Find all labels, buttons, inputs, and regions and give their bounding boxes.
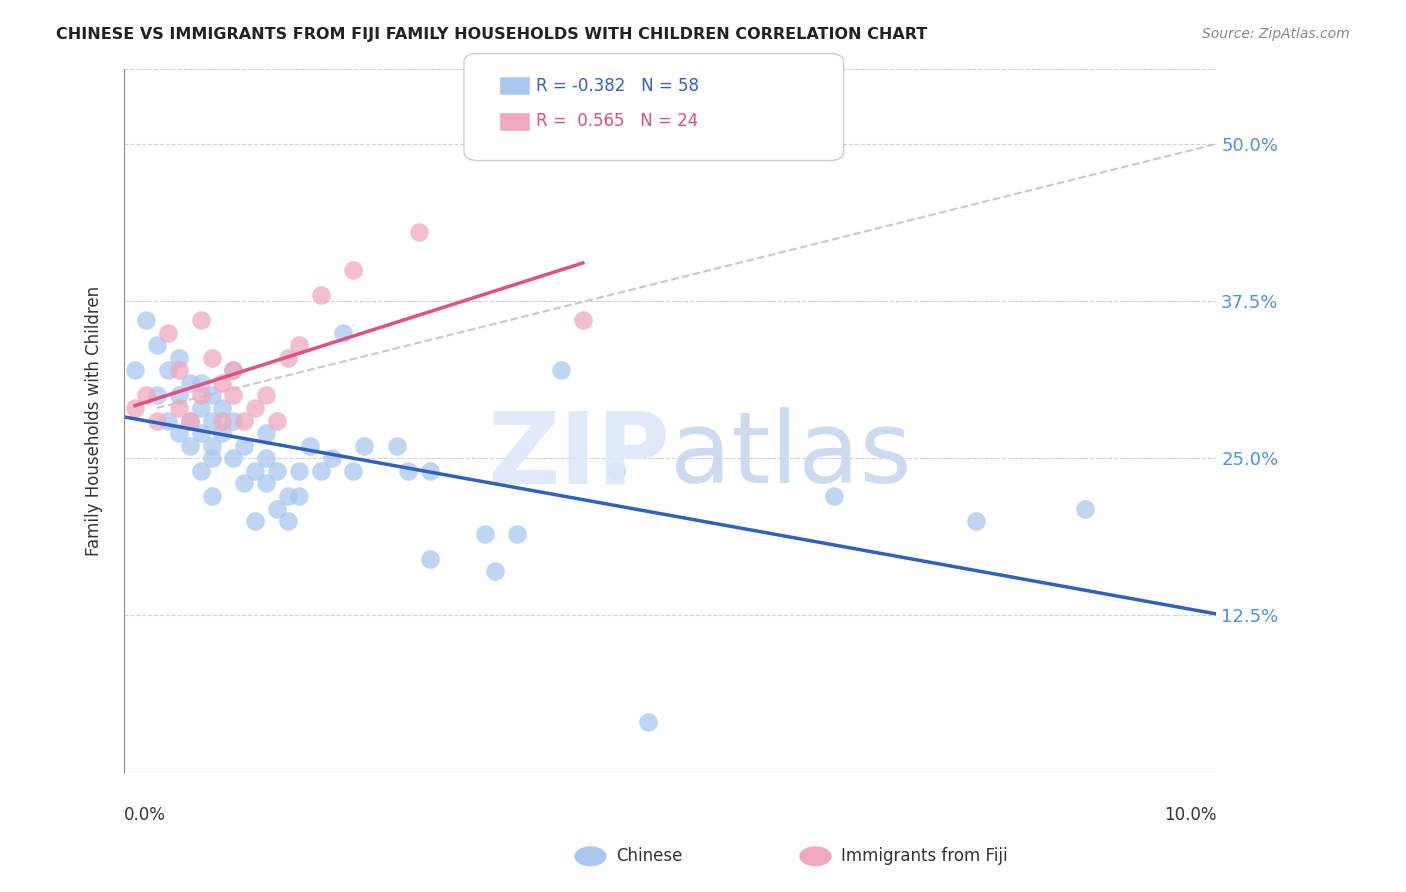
Point	[396, 464, 419, 478]
Point	[266, 413, 288, 427]
Text: R = -0.382   N = 58: R = -0.382 N = 58	[536, 77, 699, 95]
Point	[298, 439, 321, 453]
Point	[146, 338, 169, 352]
Point	[190, 313, 212, 327]
Point	[245, 464, 267, 478]
Point	[211, 401, 233, 415]
Point	[233, 413, 256, 427]
Point	[637, 715, 659, 730]
Text: 0.0%: 0.0%	[124, 806, 166, 824]
Point	[222, 413, 245, 427]
Point	[124, 363, 146, 377]
Point	[245, 514, 267, 528]
Point	[277, 489, 299, 503]
Point	[474, 526, 496, 541]
Point	[146, 413, 169, 427]
Point	[419, 551, 441, 566]
Point	[288, 464, 311, 478]
Point	[167, 351, 190, 365]
Point	[200, 451, 222, 466]
Text: Chinese: Chinese	[616, 847, 682, 865]
Text: 10.0%: 10.0%	[1164, 806, 1216, 824]
Point	[135, 313, 157, 327]
Point	[211, 426, 233, 441]
Point	[167, 388, 190, 402]
Text: ZIP: ZIP	[488, 408, 671, 504]
Point	[190, 426, 212, 441]
Point	[200, 351, 222, 365]
Point	[245, 401, 267, 415]
Point	[156, 413, 179, 427]
Point	[572, 313, 595, 327]
Point	[200, 413, 222, 427]
Point	[419, 464, 441, 478]
Point	[200, 439, 222, 453]
Point	[222, 451, 245, 466]
Point	[309, 287, 332, 301]
Point	[254, 476, 277, 491]
Point	[385, 439, 408, 453]
Point	[190, 401, 212, 415]
Point	[353, 439, 375, 453]
Point	[254, 426, 277, 441]
Point	[200, 489, 222, 503]
Point	[408, 225, 430, 239]
Point	[254, 388, 277, 402]
Point	[167, 363, 190, 377]
Point	[277, 514, 299, 528]
Point	[332, 326, 354, 340]
Point	[342, 262, 364, 277]
Text: Immigrants from Fiji: Immigrants from Fiji	[841, 847, 1008, 865]
Point	[167, 426, 190, 441]
Point	[156, 363, 179, 377]
Point	[321, 451, 343, 466]
Point	[179, 413, 201, 427]
Text: Source: ZipAtlas.com: Source: ZipAtlas.com	[1202, 27, 1350, 41]
Point	[135, 388, 157, 402]
Point	[124, 401, 146, 415]
Point	[190, 464, 212, 478]
Point	[200, 388, 222, 402]
Point	[288, 338, 311, 352]
Point	[288, 489, 311, 503]
Point	[211, 413, 233, 427]
Point	[156, 326, 179, 340]
Point	[965, 514, 987, 528]
Point	[222, 363, 245, 377]
Text: R =  0.565   N = 24: R = 0.565 N = 24	[536, 112, 697, 130]
Point	[222, 363, 245, 377]
Point	[309, 464, 332, 478]
Point	[266, 501, 288, 516]
Point	[254, 451, 277, 466]
Point	[233, 439, 256, 453]
Point	[277, 351, 299, 365]
Point	[179, 413, 201, 427]
Point	[550, 363, 572, 377]
Point	[190, 388, 212, 402]
Point	[506, 526, 529, 541]
Point	[605, 464, 627, 478]
Point	[1074, 501, 1097, 516]
Text: atlas: atlas	[671, 408, 912, 504]
Point	[266, 464, 288, 478]
Point	[233, 476, 256, 491]
Point	[222, 388, 245, 402]
Point	[179, 439, 201, 453]
Text: CHINESE VS IMMIGRANTS FROM FIJI FAMILY HOUSEHOLDS WITH CHILDREN CORRELATION CHAR: CHINESE VS IMMIGRANTS FROM FIJI FAMILY H…	[56, 27, 928, 42]
Point	[342, 464, 364, 478]
Point	[211, 376, 233, 390]
Point	[484, 565, 506, 579]
Point	[146, 388, 169, 402]
Y-axis label: Family Households with Children: Family Households with Children	[86, 285, 103, 556]
Point	[190, 376, 212, 390]
Point	[167, 401, 190, 415]
Point	[179, 376, 201, 390]
Point	[823, 489, 845, 503]
